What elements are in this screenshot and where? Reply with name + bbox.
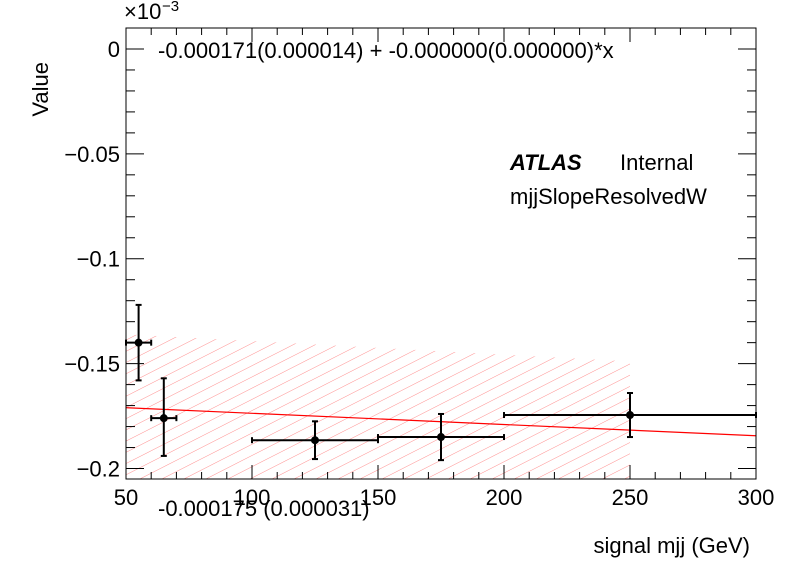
y-tick-label: −0.1: [77, 247, 120, 272]
y-tick-label: −0.2: [77, 457, 120, 482]
y-exponent-base: ×10: [124, 0, 161, 24]
data-point-3: [251, 420, 379, 461]
data-point-5: [503, 391, 757, 439]
plot-frame: [125, 27, 757, 480]
data-marker: [159, 414, 168, 423]
x-tick-label: 300: [738, 485, 775, 510]
fit-equation-label: -0.000171(0.000014) + -0.000000(0.000000…: [158, 38, 614, 63]
data-marker: [626, 411, 634, 420]
y-axis-label: Value: [28, 62, 53, 117]
x-tick-label: 100: [234, 485, 271, 510]
variable-label: mjjSlopeResolvedW: [510, 184, 707, 209]
x-tick-label: 50: [114, 485, 138, 510]
data-point-2: [150, 377, 178, 457]
x-axis-label: signal mjj (GeV): [594, 533, 750, 558]
x-tick-label: 200: [486, 485, 523, 510]
atlas-sub-label: Internal: [620, 150, 693, 175]
data-marker: [311, 436, 319, 445]
y-exponent-power: −3: [162, 0, 179, 15]
y-tick-label: 0: [108, 37, 120, 62]
band-hatch: [126, 334, 630, 479]
data-points: [125, 303, 757, 462]
y-axis-ticks: 0 −0.05 −0.1 −0.15 −0.2: [64, 27, 756, 482]
uncertainty-band: [126, 334, 630, 479]
x-axis-ticks: 50 100 150 200 250 300: [114, 28, 775, 510]
band-average-label: -0.000175 (0.000031): [158, 496, 370, 521]
x-tick-label: 150: [360, 485, 397, 510]
data-marker: [134, 338, 143, 347]
y-tick-label: −0.15: [64, 352, 120, 377]
x-tick-label: 250: [612, 485, 649, 510]
y-tick-label: −0.05: [64, 142, 120, 167]
atlas-label: ATLAS: [509, 150, 582, 175]
data-marker: [437, 433, 445, 442]
data-point-4: [377, 412, 505, 462]
